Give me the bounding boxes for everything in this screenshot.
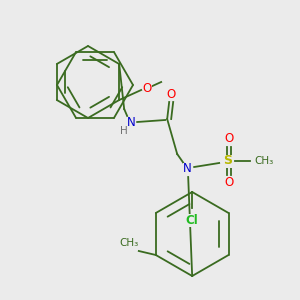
Text: Cl: Cl [186, 214, 199, 226]
Text: O: O [167, 88, 176, 100]
Text: CH₃: CH₃ [255, 156, 274, 166]
Text: CH₃: CH₃ [119, 238, 138, 248]
Text: O: O [142, 82, 152, 94]
Text: S: S [223, 154, 232, 167]
Text: O: O [225, 176, 234, 190]
Text: N: N [183, 163, 192, 176]
Text: O: O [225, 133, 234, 146]
Text: N: N [127, 116, 136, 130]
Text: H: H [120, 126, 128, 136]
